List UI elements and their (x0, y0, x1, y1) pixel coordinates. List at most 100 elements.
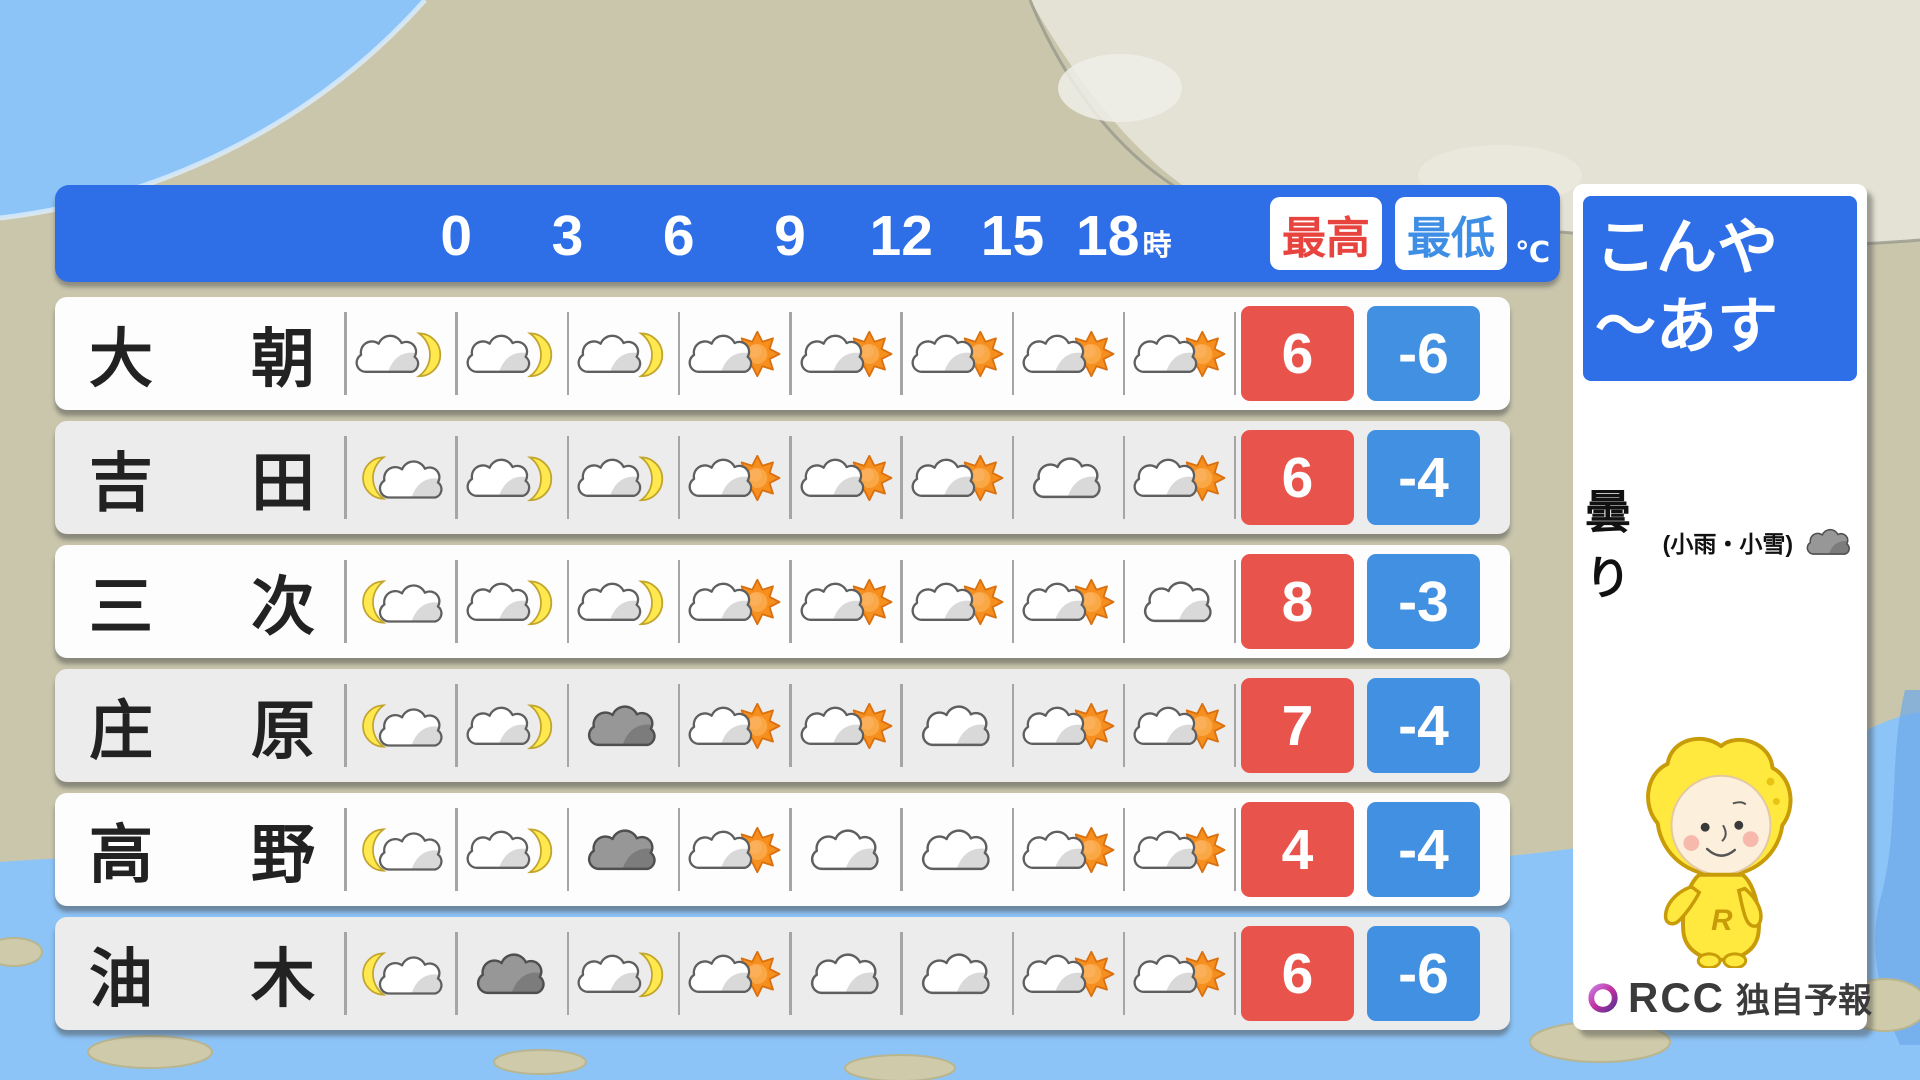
forecast-cell (566, 297, 679, 410)
table-row: 大 朝 6 -6 (55, 297, 1510, 410)
hour-value: 18 (1076, 203, 1140, 268)
temp-values: 6 -6 (1235, 297, 1510, 410)
temp-values: 4 -4 (1235, 793, 1510, 906)
forecast-cell (788, 297, 901, 410)
min-temp-value: -3 (1367, 554, 1480, 649)
cloud-icon (796, 935, 896, 1013)
cloud-moon-icon (462, 687, 562, 765)
cloud-sun-icon (684, 811, 784, 889)
forecast-cell (1122, 545, 1235, 658)
side-panel: こんや 〜あす 曇り (小雨・小雪) R (1573, 184, 1872, 1030)
moon-cloud-icon (351, 439, 451, 517)
mascot-chest-letter: R (1711, 904, 1733, 937)
cloud-sun-icon (1129, 315, 1229, 393)
panel-title-line2: 〜あす (1595, 292, 1779, 361)
min-temp-value: -4 (1367, 430, 1480, 525)
cloud-sun-icon (1018, 811, 1118, 889)
cloud-moon-icon (573, 315, 673, 393)
hour-value: 12 (869, 203, 933, 268)
forecast-cell (1011, 669, 1124, 782)
max-temp-value: 7 (1241, 678, 1354, 773)
max-temp-value: 8 (1241, 554, 1354, 649)
overall-condition: 曇り (小雨・小雪) (1585, 476, 1861, 608)
hour-label: 12 (870, 202, 933, 268)
min-temp-value: -4 (1367, 802, 1480, 897)
max-temp-header-label: 最高 (1282, 213, 1370, 263)
forecast-cell (677, 421, 790, 534)
max-temp-value: 6 (1241, 306, 1354, 401)
city-name-char: 次 (251, 570, 315, 643)
forecast-cell (677, 297, 790, 410)
forecast-cell (1011, 297, 1124, 410)
cloud-sun-icon (907, 563, 1007, 641)
cloud-sun-icon (1018, 315, 1118, 393)
cloud-moon-icon (573, 563, 673, 641)
forecast-cell (1122, 917, 1235, 1030)
cloud-icon (907, 687, 1007, 765)
hour-unit: 時 (1142, 229, 1172, 262)
cloud-sun-icon (684, 687, 784, 765)
hour-label: 6 (663, 202, 695, 268)
moon-cloud-icon (351, 687, 451, 765)
temp-values: 7 -4 (1235, 669, 1510, 782)
cloud-sun-icon (1018, 935, 1118, 1013)
cloud-sun-icon (1129, 439, 1229, 517)
city-name: 高野 (55, 793, 345, 906)
hourly-cells (343, 669, 1236, 782)
forecast-cell (1011, 545, 1124, 658)
cloud-sun-icon (796, 687, 896, 765)
forecast-cell (1122, 793, 1235, 906)
city-name-char: 高 (89, 818, 153, 891)
cloud-moon-icon (462, 439, 562, 517)
forecast-cell (900, 793, 1012, 906)
forecast-cell (1122, 297, 1235, 410)
forecast-cell (1011, 421, 1124, 534)
panel-title-line1: こんや (1595, 213, 1779, 281)
cloud-sun-icon (1129, 811, 1229, 889)
cloud-sun-icon (796, 315, 896, 393)
forecast-cell (566, 421, 679, 534)
forecast-cell (1011, 917, 1124, 1030)
cloud-sun-icon (1129, 935, 1229, 1013)
hour-label: 18 時 (1076, 202, 1171, 268)
table-row: 油木 6 -6 (55, 917, 1510, 1030)
moon-cloud-icon (351, 935, 451, 1013)
moon-cloud-icon (351, 563, 451, 641)
forecast-cell (455, 917, 567, 1030)
temp-unit-label: ℃ (1515, 237, 1551, 269)
city-name-char: 朝 (251, 322, 315, 395)
cloud-moon-icon (573, 439, 673, 517)
city-name-char: 油 (89, 942, 153, 1015)
dark-cloud-icon (573, 687, 673, 765)
forecast-cell (566, 917, 679, 1030)
max-temp-header: 最高 (1270, 197, 1382, 270)
cloud-icon (1129, 563, 1229, 641)
brand-note: 独自予報 (1736, 982, 1872, 1020)
min-temp-value: -6 (1367, 926, 1480, 1021)
brand-name: RCC (1628, 973, 1725, 1021)
cloud-moon-icon (462, 315, 562, 393)
max-temp-value: 4 (1241, 802, 1354, 897)
forecast-cell (788, 669, 901, 782)
city-name-char: 原 (251, 694, 315, 767)
cloud-moon-icon (573, 935, 673, 1013)
cloud-sun-icon (796, 439, 896, 517)
city-name: 油木 (55, 917, 345, 1030)
city-name-char: 大 (89, 322, 153, 395)
city-name-char: 庄 (89, 694, 153, 767)
forecast-cell (900, 917, 1012, 1030)
cloud-sun-icon (1129, 687, 1229, 765)
cloud-sun-icon (684, 935, 784, 1013)
hour-value: 0 (440, 203, 473, 268)
cloud-sun-icon (684, 315, 784, 393)
cloud-sun-icon (796, 563, 896, 641)
forecast-cell (1122, 669, 1235, 782)
forecast-cell (677, 793, 790, 906)
temp-values: 8 -3 (1235, 545, 1510, 658)
forecast-cell (343, 421, 456, 534)
hour-label: 9 (774, 202, 806, 268)
forecast-cell (455, 421, 567, 534)
cloud-sun-icon (684, 563, 784, 641)
city-name-char: 三 (89, 570, 153, 643)
